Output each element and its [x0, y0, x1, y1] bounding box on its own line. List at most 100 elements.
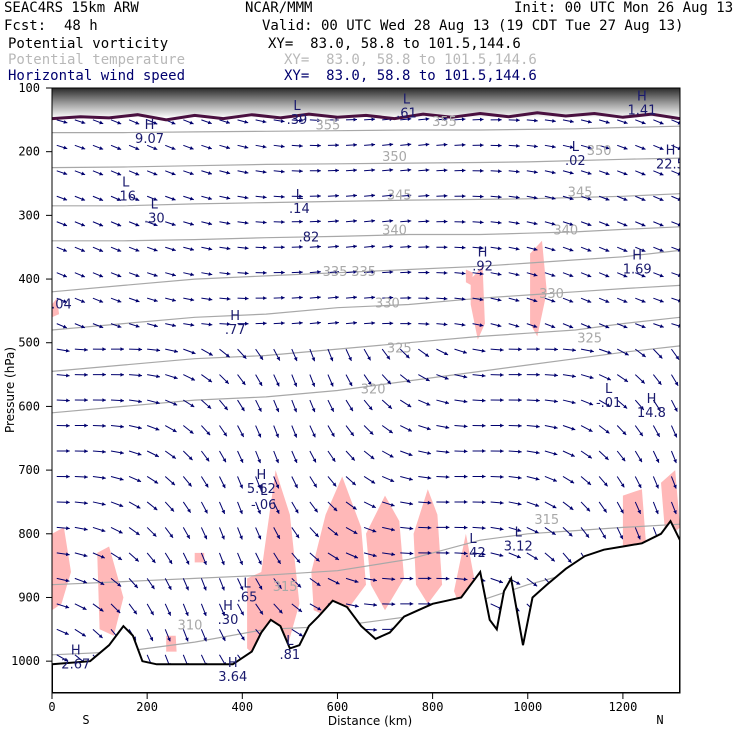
wind-arrow — [454, 525, 468, 530]
wind-arrow — [309, 552, 320, 562]
extremum-value: 1.41 — [627, 103, 656, 118]
wind-arrow — [110, 450, 124, 455]
wind-arrow — [309, 270, 321, 274]
wind-arrow — [653, 195, 664, 202]
wind-arrow — [74, 577, 88, 584]
pv-region — [413, 489, 443, 604]
wind-arrow — [381, 374, 392, 385]
wind-arrow — [399, 348, 410, 359]
x-tick-label: 0 — [48, 700, 55, 714]
wind-arrow — [345, 425, 355, 437]
wind-arrow — [671, 272, 680, 278]
wind-arrow — [418, 374, 430, 382]
extremum-letter: H — [632, 249, 642, 264]
wind-arrow — [309, 194, 321, 199]
wind-arrow — [418, 425, 431, 431]
wind-arrow — [255, 552, 262, 565]
pv-extremum: L-.06 — [251, 484, 276, 513]
extremum-value: 1.69 — [623, 263, 652, 278]
wind-arrow — [74, 372, 88, 377]
wind-arrow — [580, 374, 594, 380]
wind-arrow — [201, 297, 213, 302]
wind-arrow — [219, 144, 231, 150]
wind-arrow — [255, 450, 261, 464]
wind-arrow — [128, 221, 140, 227]
wind-arrow — [327, 193, 339, 198]
wind-arrow — [400, 168, 412, 172]
wind-arrow — [634, 476, 642, 489]
pv-extremum: H3.64 — [218, 656, 247, 685]
wind-arrow — [617, 246, 628, 252]
wind-arrow — [201, 399, 212, 410]
wind-arrow — [580, 297, 592, 303]
pv-extremum: L.14 — [289, 188, 310, 217]
wind-arrow — [635, 195, 646, 201]
wind-arrow — [436, 500, 450, 505]
extremum-value: .02 — [565, 154, 586, 169]
wind-arrow — [255, 296, 267, 301]
wind-arrow — [454, 551, 468, 556]
theta-label: 355 — [432, 115, 457, 130]
wind-arrow — [490, 423, 504, 428]
wind-arrow — [671, 374, 679, 386]
wind-arrow — [219, 399, 229, 411]
wind-arrow — [399, 399, 412, 408]
wind-arrow — [92, 323, 104, 329]
wind-arrow — [472, 143, 484, 148]
wind-arrow — [56, 603, 70, 609]
wind-arrow — [472, 449, 486, 453]
axes: 0 200 400 600 800 1000 1200 100 200 300 400 500 600 7… — [11, 81, 637, 714]
wind-arrow — [128, 246, 140, 252]
wind-arrow — [219, 221, 231, 226]
wind-arrow — [56, 144, 68, 150]
wind-arrow — [110, 526, 123, 534]
wind-arrow — [653, 323, 664, 328]
wind-arrow — [400, 526, 414, 531]
wind-arrow — [92, 577, 105, 586]
wind-arrow — [146, 629, 154, 642]
wind-arrow — [291, 603, 303, 613]
pv-extremum: L.65 — [237, 576, 258, 605]
wind-arrow — [74, 475, 88, 479]
wind-arrow — [128, 603, 138, 615]
wind-arrow — [309, 348, 316, 362]
wind-arrow — [56, 628, 69, 635]
wind-arrow — [616, 450, 626, 462]
wind-arrow — [273, 321, 285, 326]
wind-arrow — [255, 476, 261, 489]
extremum-value: .61 — [396, 106, 417, 121]
wind-arrow — [400, 321, 412, 326]
wind-arrow — [147, 297, 158, 303]
wind-arrow — [580, 323, 592, 329]
wind-arrow — [454, 399, 468, 404]
wind-arrow — [598, 297, 610, 303]
wind-arrow — [200, 629, 207, 642]
wind-arrow — [364, 244, 376, 249]
wind-arrow — [183, 374, 196, 381]
wind-arrow — [237, 527, 243, 540]
wind-arrow — [237, 578, 244, 591]
wind-arrow — [237, 501, 243, 515]
wind-arrow — [472, 271, 484, 276]
wind-arrow — [544, 246, 556, 252]
wind-arrow — [490, 297, 502, 302]
pv-extremum: L.30 — [144, 198, 165, 227]
pv-extremum: H22.5 — [656, 143, 680, 172]
wind-arrow — [327, 552, 340, 561]
wind-arrow — [508, 246, 520, 251]
wind-arrow — [74, 449, 88, 454]
wind-arrow — [454, 194, 466, 199]
wind-arrow — [237, 195, 249, 200]
wind-arrow — [490, 398, 504, 403]
field-label-theta: Potential temperature — [8, 52, 186, 68]
wind-arrow — [92, 526, 106, 533]
wind-arrow — [183, 246, 195, 251]
wind-arrow — [526, 144, 538, 149]
wind-arrow — [56, 577, 70, 583]
wind-arrow — [490, 347, 504, 352]
upper-pv-band — [52, 88, 680, 118]
wind-arrow — [237, 271, 249, 276]
wind-arrow — [598, 195, 610, 201]
wind-arrow — [544, 170, 556, 175]
wind-arrow — [165, 195, 176, 201]
